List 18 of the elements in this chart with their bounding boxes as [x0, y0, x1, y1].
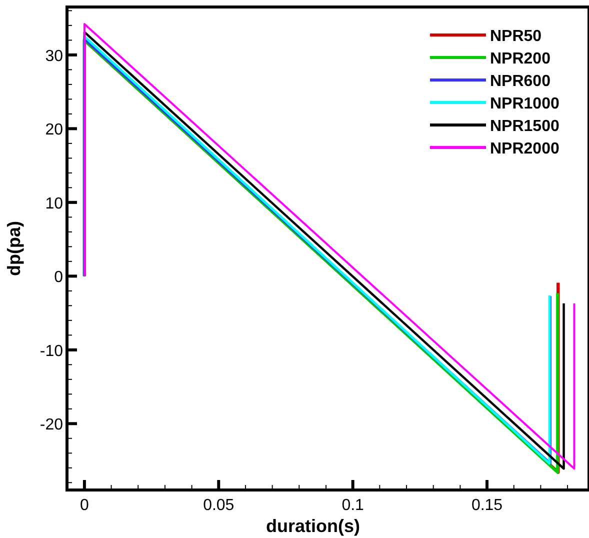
y-tick-label: 30 — [45, 48, 64, 65]
y-tick-label: 20 — [45, 122, 64, 139]
y-tick-label: -10 — [40, 342, 64, 360]
y-tick-label: -20 — [40, 416, 64, 434]
y-axis-title: dp(pa) — [4, 221, 24, 276]
y-tick-label: 10 — [45, 195, 64, 212]
x-axis-title: duration(s) — [266, 516, 360, 536]
x-tick-label: 0.05 — [203, 497, 234, 514]
legend-label: NPR1000 — [490, 96, 560, 112]
legend-label: NPR600 — [490, 73, 551, 90]
y-tick-label: 0 — [54, 269, 64, 286]
x-tick-label: 0.15 — [471, 497, 503, 514]
legend-label: NPR1500 — [490, 118, 560, 135]
x-tick-label: 0 — [80, 497, 89, 514]
x-tick-label: 0.1 — [342, 497, 364, 514]
legend-label: NPR2000 — [490, 140, 560, 158]
legend-label: NPR200 — [490, 50, 551, 68]
legend-label: NPR50 — [490, 28, 542, 45]
